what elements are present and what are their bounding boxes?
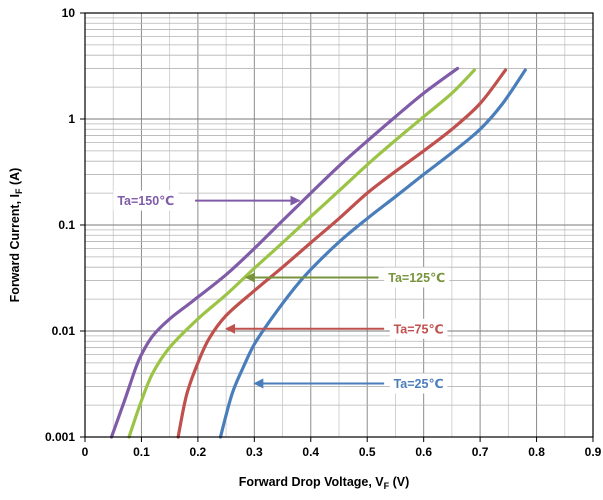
series-lines [109,66,527,439]
y-tick-label: 10 [62,6,76,20]
annotation-label-0: Ta=150℃ [117,194,174,208]
x-axis-title: Forward Drop Voltage, VF (V) [239,475,410,491]
y-tick-label: 0.01 [52,324,76,338]
x-tick-label: 0.5 [359,445,376,459]
x-tick-label: 0.7 [472,445,489,459]
y-tick-label: 0.001 [45,430,75,444]
tick-labels: 0 0.1 0.2 0.3 0.4 0.5 0.6 0.7 0.8 0.9 0.001 0.01 0.1… [45,6,602,459]
annotation-label-bg-0 [113,190,179,211]
y-axis-title: Forward Current, IF (A) [8,168,24,303]
x-tick-label: 0.1 [133,445,150,459]
x-tick-label: 0.8 [528,445,545,459]
annotation-label-bg-1 [384,267,450,288]
annotation-label-3: Ta=25℃ [394,377,444,391]
annotation-label-bg-3 [389,373,448,394]
series-line-3 [218,68,527,439]
x-tick-label: 0.3 [246,445,263,459]
annotation-label-1: Ta=125℃ [388,271,445,285]
annotation-label-2: Ta=75℃ [394,322,444,336]
series-line-2 [176,68,508,439]
x-tick-label: 0.6 [415,445,432,459]
series-line-0 [109,66,460,439]
annotations: Ta=150℃ Ta=125℃ Ta=75℃ Ta=25℃ [113,190,450,394]
series-line-1 [127,68,477,439]
axis-titles: Forward Drop Voltage, VF (V) Forward Cur… [8,168,409,491]
plot-frame [80,12,594,442]
x-tick-label: 0.2 [190,445,207,459]
x-tick-label: 0.9 [585,445,602,459]
x-tick-label: 0.4 [302,445,319,459]
grid [85,12,593,438]
y-tick-label: 0.1 [58,218,75,232]
x-tick-label: 0 [82,445,89,459]
annotation-label-bg-2 [389,318,448,339]
y-tick-label: 1 [68,112,75,126]
